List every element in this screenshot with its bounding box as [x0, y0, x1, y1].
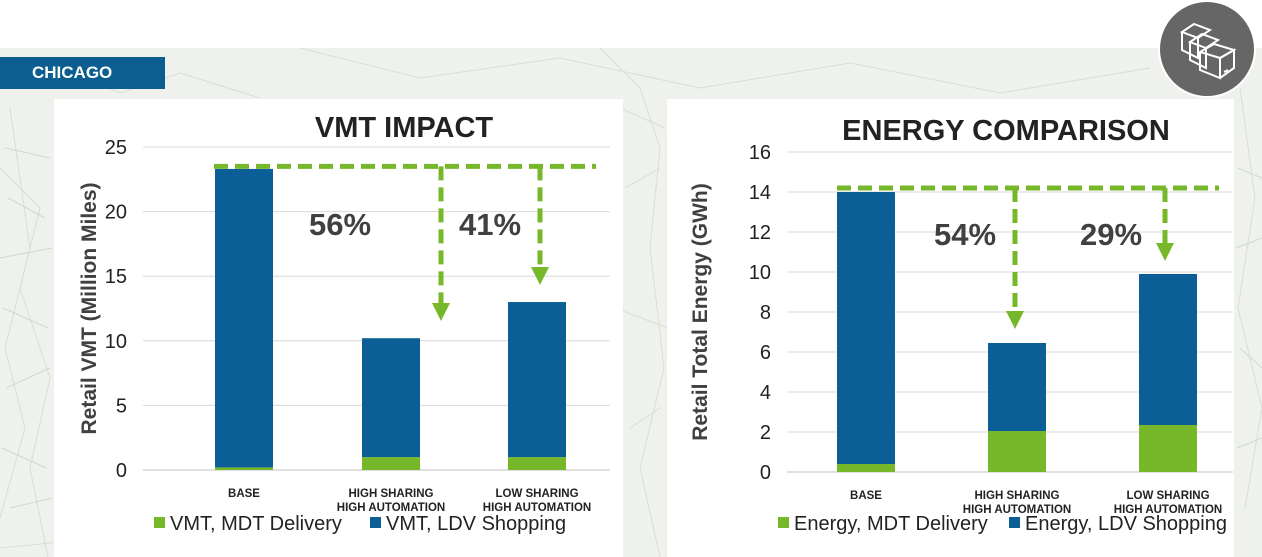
reduction-percent: 56% — [309, 207, 371, 242]
x-category-label: LOW SHARING — [495, 488, 578, 500]
y-tick-label: 2 — [760, 422, 771, 444]
y-tick-label: 25 — [105, 137, 127, 159]
y-tick-label: 10 — [105, 331, 127, 353]
reduction-percent: 29% — [1080, 217, 1142, 252]
bar-mdt-delivery — [1139, 425, 1197, 472]
y-tick-label: 10 — [749, 262, 771, 284]
bar-ldv-shopping — [508, 302, 566, 458]
bar-ldv-shopping — [362, 338, 420, 458]
x-category-label: HIGH AUTOMATION — [1114, 504, 1222, 516]
legend-swatch-ldv — [370, 517, 381, 528]
header-strip — [0, 0, 1262, 48]
legend-entry: Energy, MDT Delivery — [794, 513, 988, 535]
bar-ldv-shopping — [1139, 274, 1197, 425]
legend-swatch-ldv — [1009, 517, 1020, 528]
packages-icon — [1158, 0, 1256, 98]
y-tick-label: 0 — [760, 462, 771, 484]
bar-mdt-delivery — [215, 467, 273, 470]
reduction-percent: 54% — [934, 217, 996, 252]
arrow-head — [531, 267, 549, 285]
y-tick-label: 14 — [749, 182, 771, 204]
bar-mdt-delivery — [508, 457, 566, 470]
vmt-chart-panel: VMT IMPACT 0 5 10 15 20 25 Retail VMT (Million … — [54, 99, 623, 557]
y-tick-label: 5 — [116, 395, 127, 417]
y-axis-label: Retail Total Energy (GWh) — [689, 183, 712, 440]
legend-swatch-mdt — [778, 517, 789, 528]
x-category-label: HIGH SHARING — [975, 490, 1060, 502]
y-axis-label: Retail VMT (Million Miles) — [78, 182, 101, 434]
x-category-label: BASE — [850, 490, 882, 502]
y-tick-label: 6 — [760, 342, 771, 364]
x-category-label: LOW SHARING — [1126, 490, 1209, 502]
energy-chart-panel: ENERGY COMPARISON 0 2 4 6 8 10 12 14 16 Retail Tot… — [667, 99, 1234, 557]
bar-ldv-shopping — [837, 192, 895, 464]
reduction-percent: 41% — [459, 207, 521, 242]
y-tick-label: 20 — [105, 202, 127, 224]
energy-comparison-chart: ENERGY COMPARISON 0 2 4 6 8 10 12 14 16 Retail Tot… — [689, 115, 1233, 535]
legend-entry: VMT, LDV Shopping — [386, 513, 566, 535]
vmt-impact-chart: VMT IMPACT 0 5 10 15 20 25 Retail VMT (Million … — [78, 112, 610, 535]
y-tick-label: 4 — [760, 382, 771, 404]
bar-ldv-shopping — [988, 343, 1046, 431]
x-category-label: HIGH AUTOMATION — [483, 502, 591, 514]
legend-entry: Energy, LDV Shopping — [1025, 513, 1227, 535]
bar-mdt-delivery — [837, 464, 895, 472]
arrow-head — [1156, 243, 1174, 261]
bar-ldv-shopping — [215, 168, 273, 468]
y-tick-label: 15 — [105, 266, 127, 288]
chart-title: ENERGY COMPARISON — [842, 115, 1170, 147]
y-tick-label: 0 — [116, 460, 127, 482]
x-category-label: HIGH AUTOMATION — [963, 504, 1071, 516]
arrow-head — [432, 303, 450, 321]
x-category-label: HIGH SHARING — [349, 488, 434, 500]
chart-title: VMT IMPACT — [315, 112, 494, 144]
legend-entry: VMT, MDT Delivery — [170, 513, 342, 535]
legend-swatch-mdt — [154, 517, 165, 528]
x-category-label: HIGH AUTOMATION — [337, 502, 445, 514]
y-tick-label: 8 — [760, 302, 771, 324]
arrow-head — [1006, 311, 1024, 329]
x-category-label: BASE — [228, 488, 260, 500]
y-tick-label: 16 — [749, 142, 771, 164]
bar-mdt-delivery — [362, 457, 420, 470]
bar-mdt-delivery — [988, 431, 1046, 472]
location-tag: CHICAGO — [0, 57, 165, 89]
y-tick-label: 12 — [749, 222, 771, 244]
